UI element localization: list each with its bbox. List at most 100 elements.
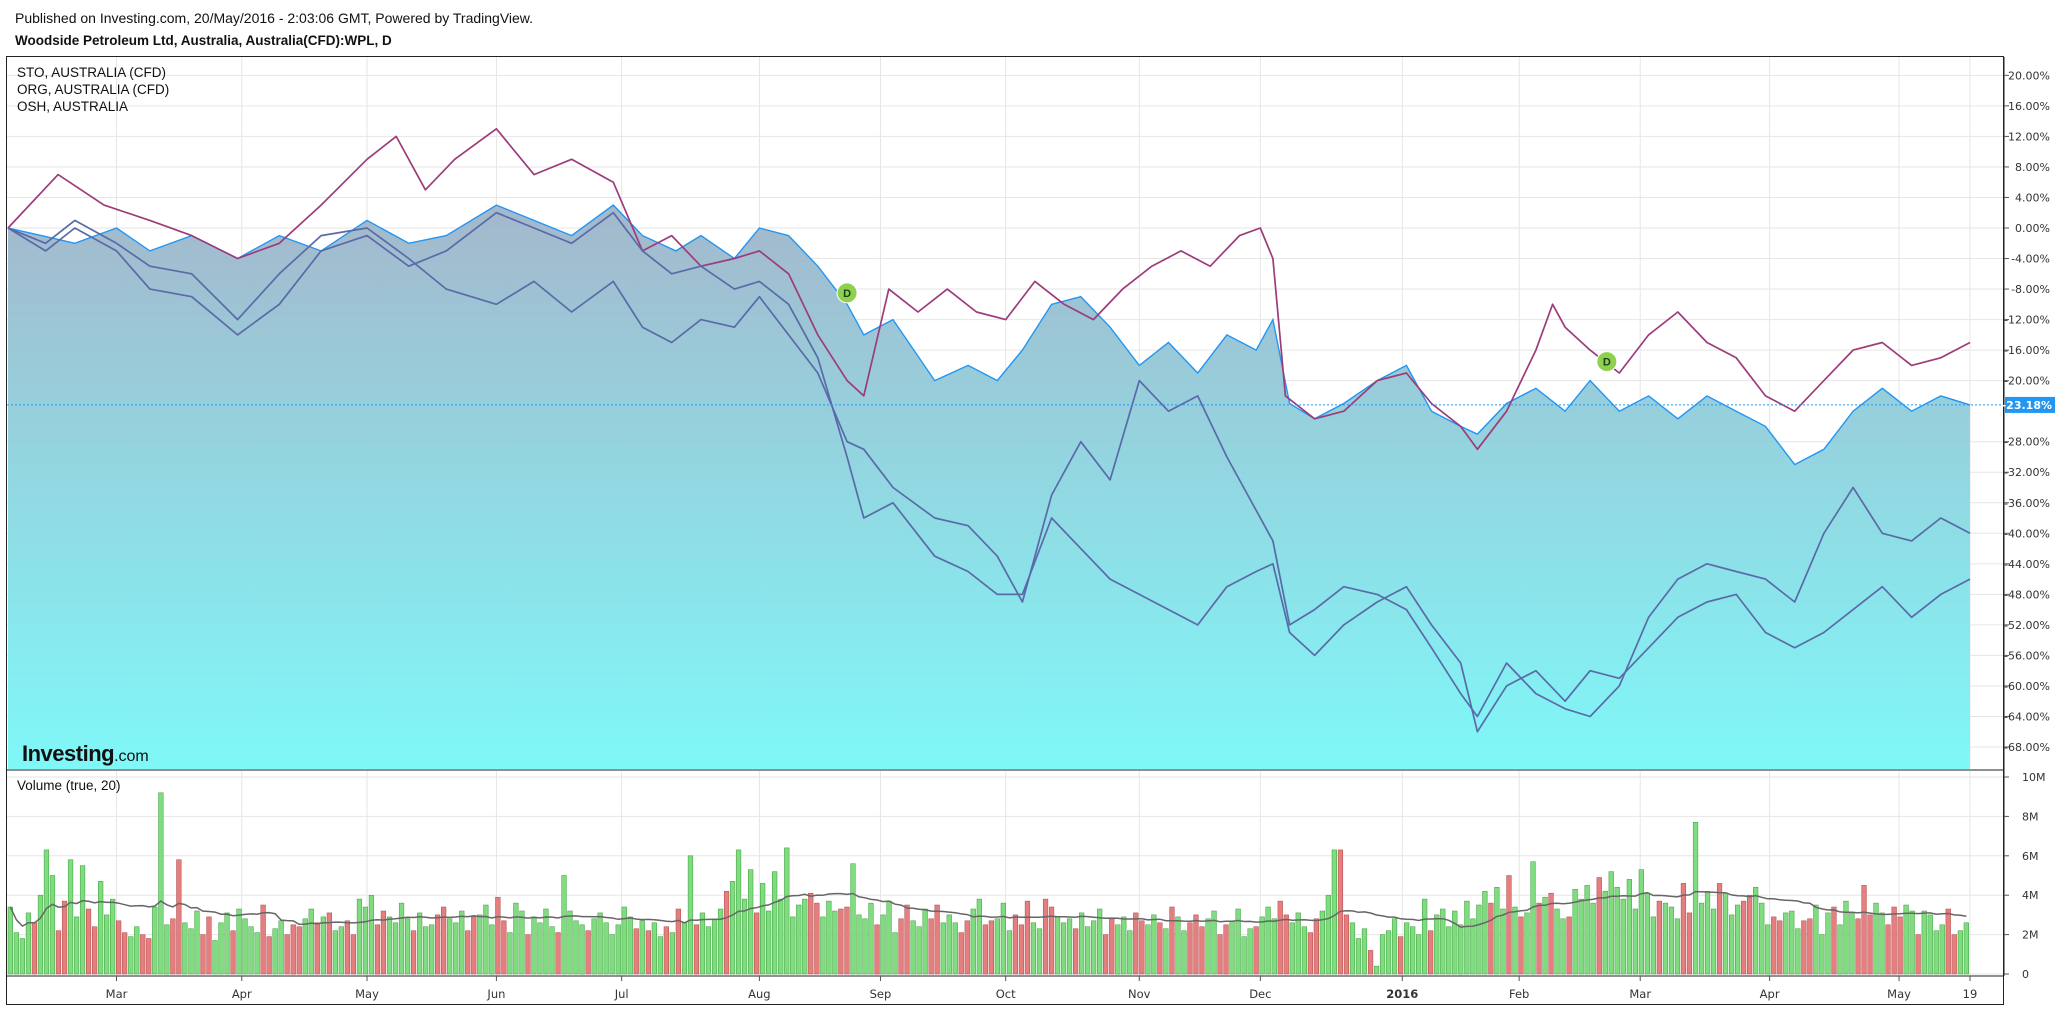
- volume-bar: [218, 922, 224, 975]
- volume-bar: [543, 908, 549, 975]
- volume-bar: [910, 920, 916, 975]
- volume-bar: [128, 936, 134, 975]
- volume-bar: [1704, 891, 1711, 975]
- volume-bar: [146, 938, 152, 975]
- volume-bar: [1139, 920, 1145, 975]
- volume-bar: [344, 920, 350, 975]
- volume-bar: [1253, 926, 1259, 975]
- volume-bar: [31, 922, 38, 975]
- volume-bar: [13, 932, 19, 975]
- volume-bar: [832, 910, 838, 975]
- volume-bar: [970, 908, 976, 975]
- volume-bar: [1909, 910, 1915, 975]
- volume-bar: [338, 926, 344, 975]
- price-axis-label: -12.00%: [2004, 314, 2050, 327]
- volume-bar: [1349, 922, 1356, 975]
- volume-bar: [1073, 928, 1079, 975]
- price-axis-label: -68.00%: [2004, 741, 2050, 754]
- legend-org[interactable]: ORG, AUSTRALIA (CFD): [17, 82, 170, 97]
- current-value-badge: [2005, 396, 2055, 413]
- volume-bar: [1367, 950, 1374, 975]
- dividend-marker-icon[interactable]: [836, 282, 858, 304]
- volume-bar: [699, 912, 706, 975]
- dividend-marker-icon[interactable]: [1596, 351, 1618, 373]
- volume-bar: [182, 922, 188, 975]
- volume-bar: [609, 934, 615, 975]
- volume-bar: [748, 869, 754, 975]
- time-axis-label: May: [1887, 987, 1911, 1001]
- time-axis-label: Feb: [1509, 987, 1529, 1001]
- volume-bar: [104, 914, 110, 975]
- volume-axis-label: 0: [2022, 968, 2029, 981]
- volume-bar: [1945, 908, 1951, 975]
- volume-bar: [940, 922, 946, 975]
- volume-bar: [1385, 930, 1392, 975]
- volume-bar: [19, 938, 25, 975]
- volume-bar: [958, 932, 964, 975]
- volume-bar: [1795, 928, 1801, 975]
- volume-bar: [1205, 918, 1211, 975]
- volume-bar: [1012, 914, 1019, 975]
- volume-bar: [308, 908, 314, 975]
- volume-bar: [1867, 914, 1873, 975]
- volume-bar: [386, 916, 393, 975]
- volume-bar: [1169, 906, 1175, 975]
- volume-bar: [880, 914, 886, 975]
- volume-bar: [675, 908, 681, 975]
- volume-bar: [988, 920, 994, 975]
- volume-bar: [423, 926, 429, 975]
- volume-bar: [723, 891, 730, 975]
- volume-bar: [230, 930, 236, 975]
- volume-bar: [471, 916, 477, 975]
- legend-sto[interactable]: STO, AUSTRALIA (CFD): [17, 65, 167, 80]
- volume-bar: [802, 898, 808, 975]
- volume-bar: [1295, 912, 1301, 975]
- volume-bar: [296, 926, 302, 975]
- time-axis-label: Apr: [232, 987, 252, 1001]
- volume-moving-average: [9, 890, 1967, 928]
- volume-bar: [772, 871, 778, 975]
- volume-pane-title[interactable]: Volume (true, 20): [17, 778, 121, 793]
- volume-bar: [122, 932, 128, 975]
- volume-bar: [188, 928, 194, 975]
- volume-bar: [92, 926, 98, 975]
- price-axis-label: 0.00%: [2015, 222, 2050, 235]
- volume-bar: [531, 916, 537, 975]
- volume-bar: [200, 934, 206, 975]
- volume-bar: [404, 918, 411, 975]
- volume-bar: [778, 898, 784, 975]
- main-series-fill: [8, 205, 1970, 769]
- volume-bar: [657, 936, 663, 975]
- time-axis-label: Apr: [1760, 987, 1780, 1001]
- volume-bar: [1512, 906, 1518, 975]
- volume-bar: [1241, 936, 1247, 975]
- volume-bar: [1632, 908, 1638, 975]
- volume-bar: [73, 916, 80, 975]
- volume-bar: [892, 932, 898, 975]
- time-axis-label: Nov: [1128, 987, 1151, 1001]
- volume-bar: [290, 924, 296, 975]
- volume-bar: [717, 908, 724, 975]
- volume-bar: [994, 918, 1000, 975]
- volume-bar: [633, 928, 639, 975]
- volume-bar: [1157, 922, 1163, 975]
- volume-bar: [1259, 916, 1265, 975]
- legend-osh[interactable]: OSH, AUSTRALIA: [17, 99, 129, 114]
- volume-bar: [1235, 908, 1241, 975]
- volume-bar: [922, 908, 928, 975]
- price-axis-label: 8.00%: [2015, 161, 2050, 174]
- volume-bar: [1686, 912, 1693, 975]
- volume-bar: [1217, 934, 1223, 975]
- volume-bar: [711, 918, 718, 975]
- volume-bar: [964, 920, 970, 975]
- volume-bar: [537, 922, 543, 975]
- volume-bar: [663, 926, 669, 975]
- volume-bar: [838, 908, 844, 975]
- volume-bar: [1608, 871, 1614, 975]
- volume-bar: [790, 916, 796, 975]
- volume-bar: [1927, 914, 1933, 975]
- volume-bar: [1440, 908, 1446, 975]
- volume-bar: [705, 926, 712, 975]
- volume-bar: [302, 918, 308, 975]
